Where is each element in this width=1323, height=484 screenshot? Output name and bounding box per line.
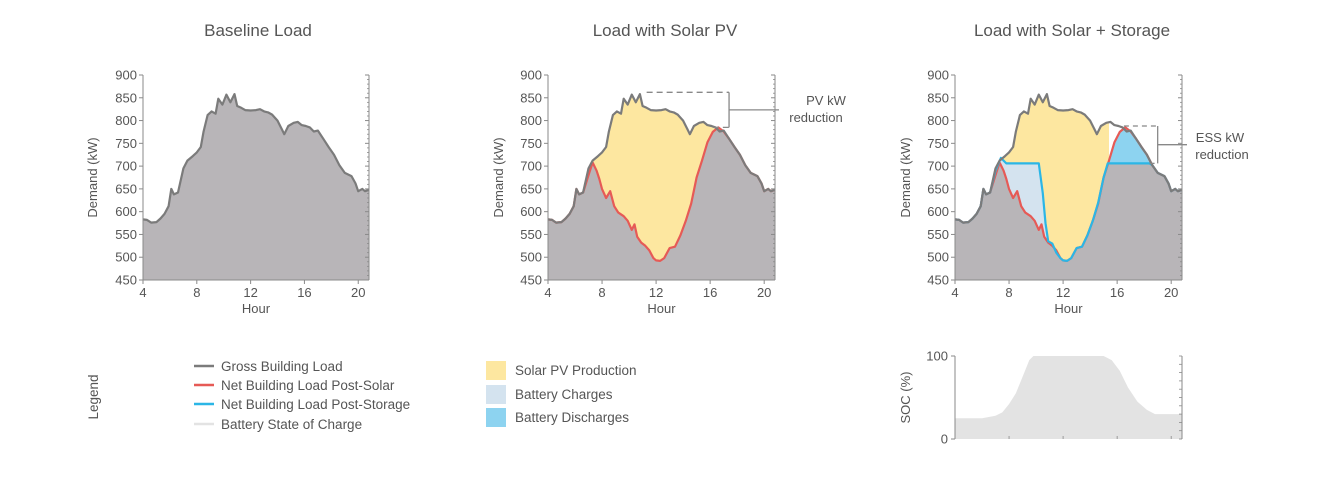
y-tick-label: 750 [115,136,137,151]
battery-charge-area [1000,157,1049,243]
y-axis-label: Demand (kW) [898,137,913,217]
y-tick-label: 0 [941,432,948,447]
legend-line-label: Net Building Load Post-Solar [221,378,395,393]
y-tick-label: 850 [115,90,137,105]
pv-annotation-line1: PV kW [806,93,846,108]
y-tick-label: 100 [926,349,948,364]
legend: Gross Building Load Net Building Load Pos… [194,359,637,432]
legend-line-label: Net Building Load Post-Storage [221,397,410,412]
y-tick-label: 450 [115,273,137,288]
solar-production-area [999,94,1109,261]
soc-area [955,356,1182,439]
y-tick-label: 900 [520,68,542,83]
y-axis-label: Demand (kW) [85,137,100,217]
ess-annotation-line1: ESS kW [1196,130,1245,145]
storage-chart-title: Load with Solar + Storage [974,21,1170,40]
y-tick-label: 600 [927,204,949,219]
y-tick-label: 450 [927,273,949,288]
x-tick-label: 16 [703,285,717,300]
y-tick-label: 850 [520,90,542,105]
x-tick-label: 4 [544,285,551,300]
y-tick-label: 700 [115,159,137,174]
y-tick-label: 800 [927,113,949,128]
x-tick-label: 4 [139,285,146,300]
y-tick-label: 700 [927,159,949,174]
gross-load-line [954,92,1183,224]
y-axis-label: SOC (%) [898,372,913,424]
x-tick-label: 8 [1005,285,1012,300]
x-axis-label: Hour [1054,301,1083,316]
x-tick-label: 16 [1110,285,1124,300]
legend-title: Legend [86,374,101,419]
y-tick-label: 800 [115,113,137,128]
legend-box-swatch [486,408,506,427]
solar-chart: 450 500 550 600 650 700 750 800 850 900 4 8 12 16 20 Ho… [491,68,779,316]
y-tick-label: 750 [520,136,542,151]
gross-load-line [547,92,776,224]
y-tick-label: 500 [520,250,542,265]
x-tick-label: 8 [598,285,605,300]
ess-annotation-line2: reduction [1195,147,1248,162]
storage-chart: 450 500 550 600 650 700 750 800 850 900 4 8 12 16 20 Ho… [898,68,1187,316]
x-tick-label: 12 [243,285,257,300]
y-tick-label: 750 [927,136,949,151]
pv-annotation-line2: reduction [789,110,842,125]
solar-production-area [587,94,720,261]
net-solar-area [548,127,775,281]
x-tick-label: 12 [1056,285,1070,300]
legend-box-label: Solar PV Production [515,363,637,378]
ess-reduction-annotation: ESS kW reduction [1195,130,1248,162]
y-tick-label: 800 [520,113,542,128]
x-tick-label: 20 [757,285,771,300]
x-tick-label: 20 [1164,285,1178,300]
y-tick-label: 650 [115,181,137,196]
y-tick-label: 900 [115,68,137,83]
y-tick-label: 850 [927,90,949,105]
y-tick-label: 550 [520,227,542,242]
x-axis-label: Hour [242,301,271,316]
legend-box-label: Battery Discharges [515,410,629,425]
y-tick-label: 700 [520,159,542,174]
x-axis-label: Hour [647,301,676,316]
x-tick-label: 4 [951,285,958,300]
solar-chart-title: Load with Solar PV [593,21,738,40]
x-tick-label: 8 [193,285,200,300]
y-tick-label: 500 [115,250,137,265]
y-tick-label: 650 [927,181,949,196]
y-tick-label: 550 [115,227,137,242]
y-tick-label: 450 [520,273,542,288]
net-load-area [955,162,1182,280]
y-tick-label: 500 [927,250,949,265]
legend-line-label: Battery State of Charge [221,417,362,432]
y-axis-label: Demand (kW) [491,137,506,217]
y-tick-label: 550 [927,227,949,242]
baseline-chart: 450 500 550 600 650 700 750 800 850 900 4 8 12 16 20 Ho… [85,68,370,316]
legend-box-swatch [486,361,506,380]
y-tick-label: 650 [520,181,542,196]
y-tick-label: 900 [927,68,949,83]
y-tick-label: 600 [520,204,542,219]
soc-chart: 0 100 SOC (%) [898,349,1183,447]
legend-line-label: Gross Building Load [221,359,343,374]
x-tick-label: 12 [649,285,663,300]
y-tick-label: 600 [115,204,137,219]
legend-box-swatch [486,385,506,404]
gross-load-area [143,94,369,280]
baseline-chart-title: Baseline Load [204,21,312,40]
gross-load-line [142,92,370,224]
x-tick-label: 20 [351,285,365,300]
pv-reduction-annotation: PV kW reduction [789,93,846,125]
x-tick-label: 16 [297,285,311,300]
legend-box-label: Battery Charges [515,387,613,402]
